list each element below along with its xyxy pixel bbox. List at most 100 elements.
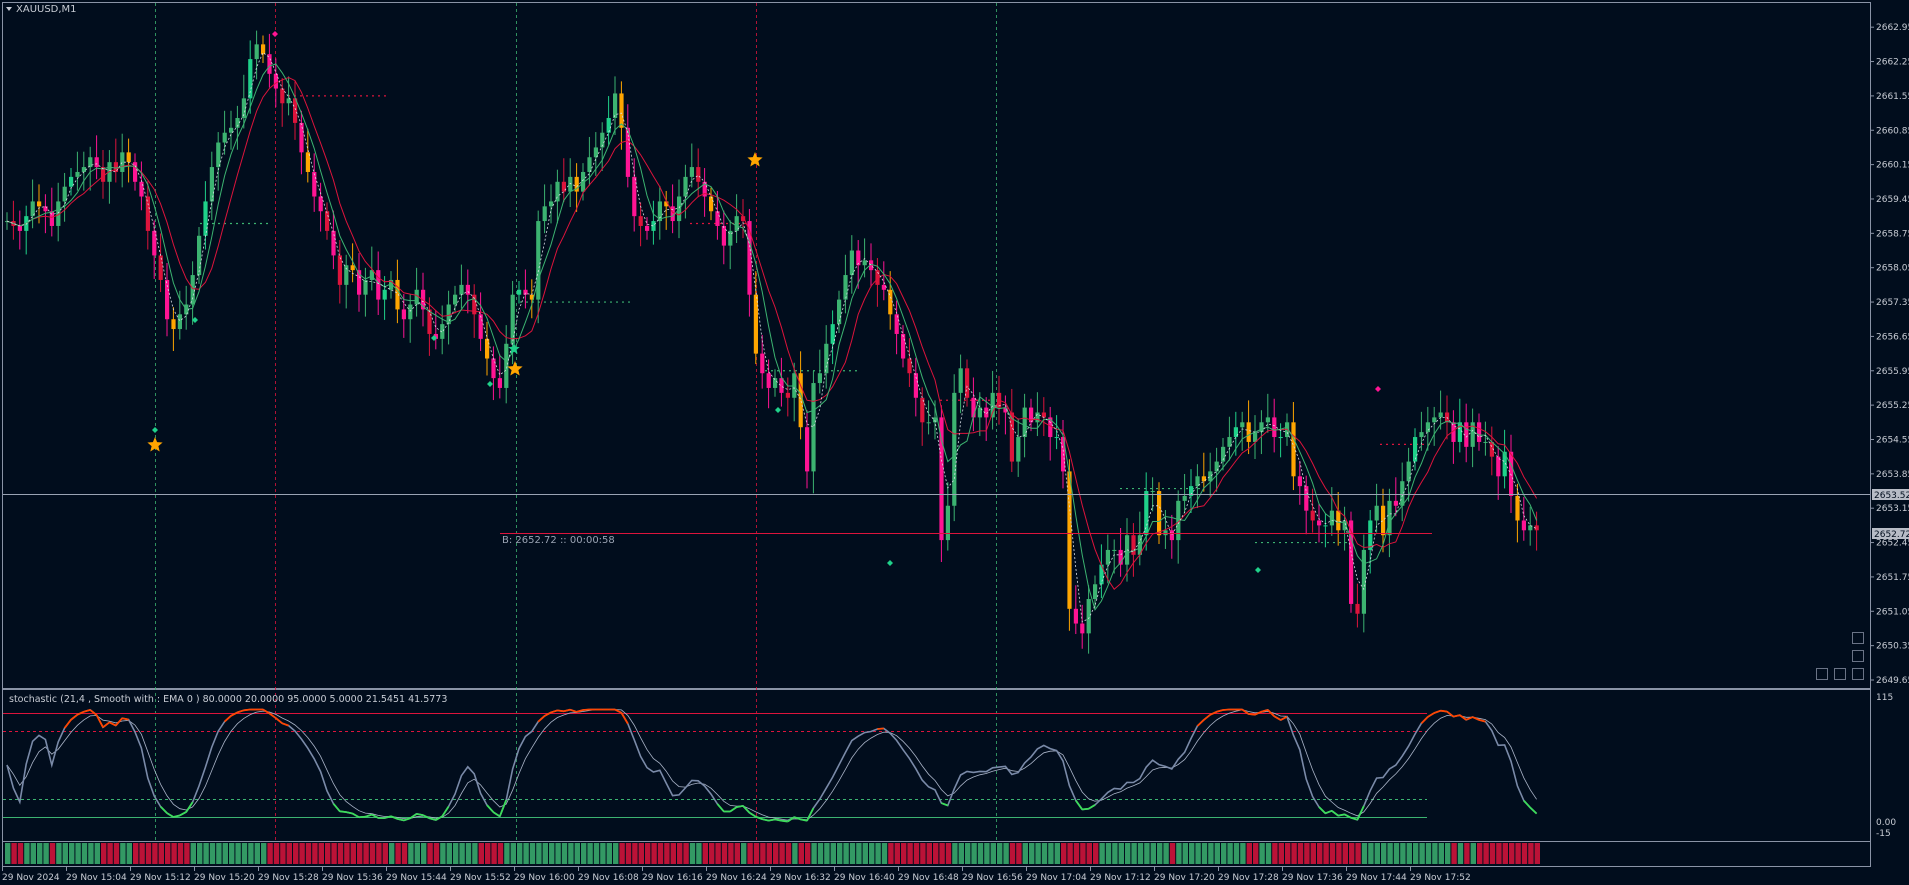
strip-bar	[11, 843, 17, 864]
candle	[1157, 482, 1162, 545]
strip-bar	[1515, 843, 1521, 864]
candle	[177, 290, 182, 340]
stoch-zone-segment	[83, 709, 91, 713]
candlestick-series	[5, 30, 1539, 654]
indicator-window[interactable]	[2, 689, 1871, 842]
candle	[600, 122, 605, 171]
candle	[1144, 472, 1149, 551]
candle	[990, 370, 995, 430]
strip-bar	[1317, 843, 1323, 864]
candle	[203, 181, 208, 250]
strip-bar	[1387, 843, 1393, 864]
strip-bar	[293, 843, 299, 864]
stoch-zone-segment	[576, 709, 584, 713]
chart-button-5[interactable]	[1852, 668, 1864, 680]
bid-price-value: 2652.72	[1874, 530, 1909, 540]
strip-bar	[869, 843, 875, 864]
chart-button-2[interactable]	[1852, 650, 1864, 662]
candle	[1515, 483, 1520, 543]
main-chart-area[interactable]	[2, 2, 1871, 689]
strip-bar	[600, 843, 606, 864]
strip-bar	[683, 843, 689, 864]
time-tick-label: 29 Nov 17:12	[1090, 873, 1151, 883]
strip-bar	[1406, 843, 1412, 864]
stoch-zone-segment	[748, 811, 757, 818]
time-axis[interactable]: 29 Nov 2024 29 Nov 15:04 29 Nov 15:12 29 No…	[2, 867, 1471, 883]
stoch-zone-segment	[403, 817, 411, 822]
stoch-zone-segment	[1338, 813, 1345, 817]
candle	[625, 104, 630, 188]
candle	[888, 271, 893, 330]
chart-button-4[interactable]	[1834, 668, 1846, 680]
stoch-zone-segment	[582, 708, 590, 711]
strip-bar	[1457, 843, 1464, 864]
chart-button-3[interactable]	[1816, 668, 1828, 680]
candle	[1509, 434, 1514, 513]
strip-bar	[382, 843, 388, 864]
candle	[651, 200, 656, 245]
strip-bar	[1086, 843, 1092, 864]
symbol-menu-triangle-icon[interactable]	[6, 7, 12, 11]
time-tick-label: 29 Nov 16:24	[706, 873, 767, 883]
candle	[1521, 496, 1526, 541]
candle	[1489, 426, 1494, 476]
ma-signal-line	[6, 51, 1537, 623]
strip-bar	[734, 843, 740, 864]
stoch-zone-segment	[1082, 807, 1089, 811]
strip-bar	[1099, 843, 1105, 864]
strip-bar	[24, 843, 30, 864]
stoch-zone-segment	[768, 818, 776, 822]
stoch-main-line	[6, 708, 1538, 822]
chart-button-1[interactable]	[1852, 632, 1864, 644]
stoch-zone-segment	[77, 710, 85, 716]
strip-bar	[689, 843, 696, 864]
dot-marker-icon	[272, 31, 278, 37]
candle	[517, 280, 522, 304]
price-axis[interactable]: 2662.95 2662.25 2661.55 2660.85 2660.15 2659.…	[1870, 23, 1909, 686]
stoch-zone-segment	[63, 719, 72, 729]
strip-bar	[94, 843, 100, 864]
strip-bar	[446, 843, 452, 864]
candle	[1291, 402, 1296, 491]
candle	[1189, 469, 1194, 513]
strip-bar	[504, 843, 510, 864]
strip-bar	[478, 843, 484, 864]
strip-bar	[561, 843, 568, 864]
candle	[1432, 406, 1437, 446]
stoch-zone-segment	[1344, 813, 1352, 819]
strip-bar	[1265, 843, 1272, 864]
candle	[1093, 575, 1098, 608]
strip-bar	[497, 843, 504, 864]
strip-bar	[881, 843, 888, 864]
candle	[971, 377, 976, 432]
strip-bar	[421, 843, 427, 864]
strip-bar	[305, 843, 312, 864]
strip-bar	[107, 843, 113, 864]
stoch-zone-segment	[230, 711, 238, 717]
strip-bar	[209, 843, 216, 864]
stoch-zone-segment	[620, 712, 629, 725]
indicator-axis: 115 0.00-15	[1876, 693, 1896, 839]
strip-bar	[427, 843, 433, 864]
candle	[325, 202, 330, 240]
strip-bar	[1003, 843, 1009, 864]
candle	[1483, 421, 1488, 456]
candle	[30, 179, 35, 229]
candle	[862, 238, 867, 278]
strip-bar	[645, 843, 651, 864]
strip-bar	[901, 843, 907, 864]
candle	[1105, 534, 1110, 584]
strip-bar	[1393, 843, 1400, 864]
strip-bar	[17, 843, 24, 864]
dot-marker-icon	[487, 381, 493, 387]
candle	[561, 158, 566, 203]
candle	[753, 271, 758, 365]
stoch-zone-segment	[486, 804, 495, 813]
candle	[107, 150, 112, 204]
stoch-zone-segment	[108, 721, 117, 727]
strip-bar	[1227, 843, 1233, 864]
strip-bar	[241, 843, 248, 864]
candle	[689, 143, 694, 188]
candle	[1413, 428, 1418, 471]
